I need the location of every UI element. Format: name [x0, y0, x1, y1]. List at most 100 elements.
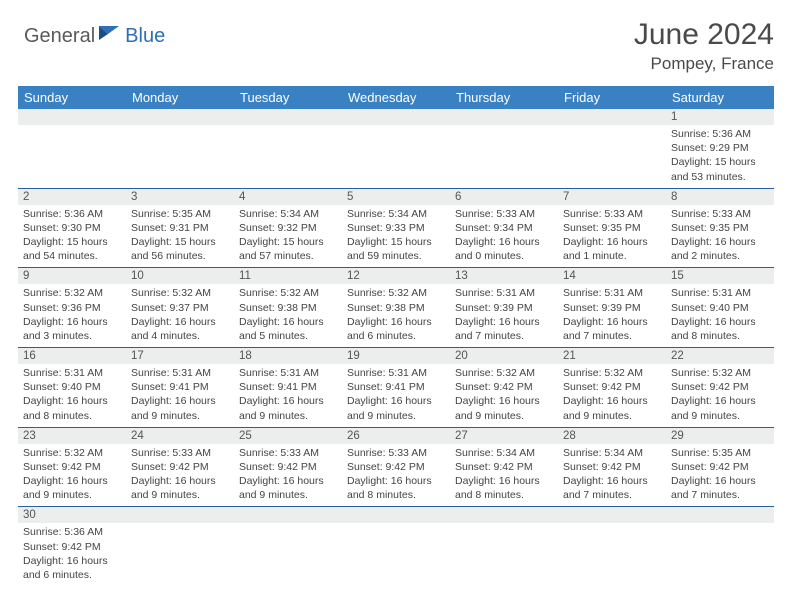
sunrise-text: Sunrise: 5:31 AM	[455, 286, 553, 300]
sunset-text: Sunset: 9:34 PM	[455, 221, 553, 235]
calendar-cell	[666, 507, 774, 586]
calendar-cell: 12Sunrise: 5:32 AMSunset: 9:38 PMDayligh…	[342, 268, 450, 348]
sunset-text: Sunset: 9:39 PM	[455, 301, 553, 315]
cell-body: Sunrise: 5:31 AMSunset: 9:39 PMDaylight:…	[558, 284, 666, 347]
day-number: 30	[18, 507, 126, 523]
calendar-cell: 20Sunrise: 5:32 AMSunset: 9:42 PMDayligh…	[450, 348, 558, 428]
calendar-cell: 18Sunrise: 5:31 AMSunset: 9:41 PMDayligh…	[234, 348, 342, 428]
cell-body: Sunrise: 5:32 AMSunset: 9:42 PMDaylight:…	[450, 364, 558, 427]
calendar-cell: 19Sunrise: 5:31 AMSunset: 9:41 PMDayligh…	[342, 348, 450, 428]
sunrise-text: Sunrise: 5:36 AM	[23, 525, 121, 539]
calendar-row: 30 Sunrise: 5:36 AMSunset: 9:42 PMDayligh…	[18, 507, 774, 586]
sunrise-text: Sunrise: 5:36 AM	[671, 127, 769, 141]
cell-body: Sunrise: 5:31 AMSunset: 9:40 PMDaylight:…	[666, 284, 774, 347]
cell-body: Sunrise: 5:31 AMSunset: 9:39 PMDaylight:…	[450, 284, 558, 347]
daylight-text: Daylight: 16 hours and 5 minutes.	[239, 315, 337, 343]
dayname: Friday	[558, 86, 666, 109]
sunrise-text: Sunrise: 5:32 AM	[131, 286, 229, 300]
dayname: Monday	[126, 86, 234, 109]
cell-body: Sunrise: 5:34 AMSunset: 9:33 PMDaylight:…	[342, 205, 450, 268]
sunset-text: Sunset: 9:42 PM	[671, 380, 769, 394]
sunset-text: Sunset: 9:38 PM	[347, 301, 445, 315]
daylight-text: Daylight: 16 hours and 7 minutes.	[563, 315, 661, 343]
cell-body: Sunrise: 5:35 AMSunset: 9:31 PMDaylight:…	[126, 205, 234, 268]
calendar-row: 1Sunrise: 5:36 AMSunset: 9:29 PMDaylight…	[18, 109, 774, 188]
daylight-text: Daylight: 16 hours and 8 minutes.	[671, 315, 769, 343]
sunset-text: Sunset: 9:42 PM	[455, 460, 553, 474]
daylight-text: Daylight: 16 hours and 8 minutes.	[23, 394, 121, 422]
sunrise-text: Sunrise: 5:31 AM	[563, 286, 661, 300]
daylight-text: Daylight: 15 hours and 57 minutes.	[239, 235, 337, 263]
cell-body: Sunrise: 5:31 AMSunset: 9:41 PMDaylight:…	[234, 364, 342, 427]
sunset-text: Sunset: 9:42 PM	[671, 460, 769, 474]
day-number: 1	[666, 109, 774, 125]
sunrise-text: Sunrise: 5:32 AM	[347, 286, 445, 300]
sunset-text: Sunset: 9:40 PM	[671, 301, 769, 315]
logo-text-blue: Blue	[125, 25, 165, 48]
sunset-text: Sunset: 9:41 PM	[239, 380, 337, 394]
calendar-cell	[450, 507, 558, 586]
day-number: 5	[342, 189, 450, 205]
daylight-text: Daylight: 16 hours and 9 minutes.	[239, 394, 337, 422]
sunset-text: Sunset: 9:37 PM	[131, 301, 229, 315]
calendar-cell: 11Sunrise: 5:32 AMSunset: 9:38 PMDayligh…	[234, 268, 342, 348]
cell-body: Sunrise: 5:35 AMSunset: 9:42 PMDaylight:…	[666, 444, 774, 507]
day-number	[450, 507, 558, 523]
daylight-text: Daylight: 15 hours and 59 minutes.	[347, 235, 445, 263]
calendar-cell: 28Sunrise: 5:34 AMSunset: 9:42 PMDayligh…	[558, 427, 666, 507]
cell-body: Sunrise: 5:31 AMSunset: 9:41 PMDaylight:…	[126, 364, 234, 427]
day-number: 3	[126, 189, 234, 205]
calendar-cell: 4Sunrise: 5:34 AMSunset: 9:32 PMDaylight…	[234, 188, 342, 268]
day-number	[558, 507, 666, 523]
title-block: June 2024 Pompey, France	[634, 18, 774, 74]
cell-body: Sunrise: 5:33 AMSunset: 9:42 PMDaylight:…	[234, 444, 342, 507]
daylight-text: Daylight: 16 hours and 8 minutes.	[347, 474, 445, 502]
calendar-row: 16Sunrise: 5:31 AMSunset: 9:40 PMDayligh…	[18, 348, 774, 428]
calendar-cell: 6Sunrise: 5:33 AMSunset: 9:34 PMDaylight…	[450, 188, 558, 268]
flag-icon	[97, 24, 123, 49]
calendar-cell	[126, 507, 234, 586]
day-number: 22	[666, 348, 774, 364]
daylight-text: Daylight: 16 hours and 9 minutes.	[455, 394, 553, 422]
daylight-text: Daylight: 16 hours and 9 minutes.	[347, 394, 445, 422]
calendar-cell	[558, 109, 666, 188]
logo-text-general: General	[24, 25, 95, 48]
calendar-row: 2Sunrise: 5:36 AMSunset: 9:30 PMDaylight…	[18, 188, 774, 268]
dayname: Sunday	[18, 86, 126, 109]
sunset-text: Sunset: 9:41 PM	[347, 380, 445, 394]
daylight-text: Daylight: 16 hours and 2 minutes.	[671, 235, 769, 263]
day-number: 12	[342, 268, 450, 284]
cell-body: Sunrise: 5:32 AMSunset: 9:42 PMDaylight:…	[18, 444, 126, 507]
sunrise-text: Sunrise: 5:33 AM	[347, 446, 445, 460]
sunrise-text: Sunrise: 5:35 AM	[131, 207, 229, 221]
day-number: 23	[18, 428, 126, 444]
day-number: 10	[126, 268, 234, 284]
day-number	[342, 109, 450, 125]
cell-body: Sunrise: 5:32 AMSunset: 9:42 PMDaylight:…	[558, 364, 666, 427]
calendar-cell	[18, 109, 126, 188]
sunset-text: Sunset: 9:42 PM	[23, 460, 121, 474]
sunrise-text: Sunrise: 5:31 AM	[239, 366, 337, 380]
sunset-text: Sunset: 9:42 PM	[23, 540, 121, 554]
calendar-cell	[234, 109, 342, 188]
sunrise-text: Sunrise: 5:31 AM	[347, 366, 445, 380]
calendar-cell: 10Sunrise: 5:32 AMSunset: 9:37 PMDayligh…	[126, 268, 234, 348]
sunrise-text: Sunrise: 5:33 AM	[563, 207, 661, 221]
day-number	[342, 507, 450, 523]
calendar-cell: 2Sunrise: 5:36 AMSunset: 9:30 PMDaylight…	[18, 188, 126, 268]
cell-body: Sunrise: 5:33 AMSunset: 9:35 PMDaylight:…	[666, 205, 774, 268]
day-number: 24	[126, 428, 234, 444]
sunrise-text: Sunrise: 5:33 AM	[131, 446, 229, 460]
calendar-cell	[342, 507, 450, 586]
daylight-text: Daylight: 16 hours and 7 minutes.	[455, 315, 553, 343]
day-number: 4	[234, 189, 342, 205]
calendar-cell: 27Sunrise: 5:34 AMSunset: 9:42 PMDayligh…	[450, 427, 558, 507]
day-number: 9	[18, 268, 126, 284]
day-number	[126, 507, 234, 523]
sunset-text: Sunset: 9:42 PM	[239, 460, 337, 474]
daylight-text: Daylight: 16 hours and 6 minutes.	[23, 554, 121, 582]
daylight-text: Daylight: 16 hours and 0 minutes.	[455, 235, 553, 263]
sunrise-text: Sunrise: 5:34 AM	[455, 446, 553, 460]
daylight-text: Daylight: 15 hours and 53 minutes.	[671, 155, 769, 183]
dayname-row: Sunday Monday Tuesday Wednesday Thursday…	[18, 86, 774, 109]
